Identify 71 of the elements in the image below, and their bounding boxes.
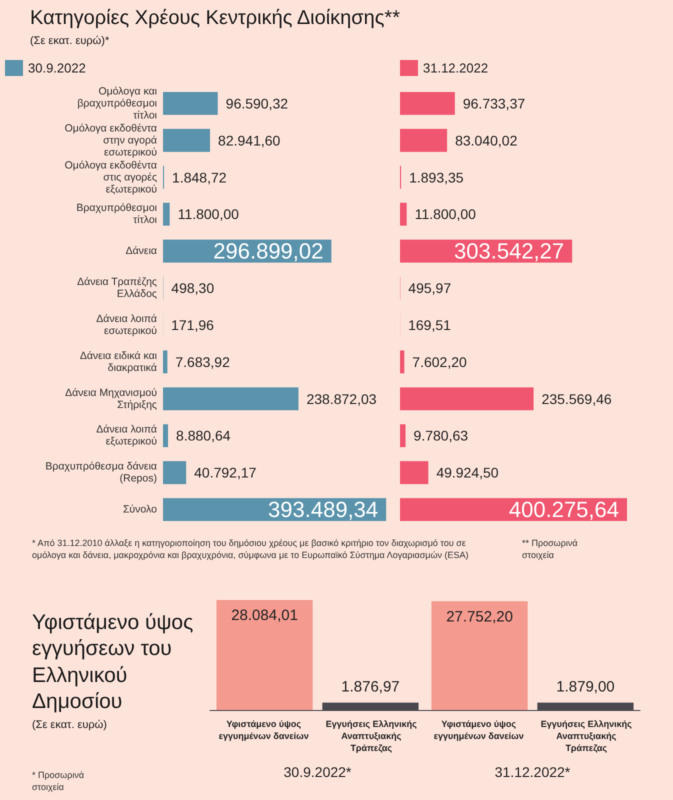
data-label: 28.084,01	[231, 607, 298, 624]
y-tick-label: Ομόλογα εκδοθέντα στην αγορά εσωτερικού	[64, 122, 158, 158]
y-tick-label: Δάνεια	[126, 245, 157, 258]
x-tick-label: 30.9.2022*	[284, 764, 352, 780]
text: ** Προσωρινά στοιχεία	[522, 538, 579, 562]
y-tick-label: Βραχυπρόθεσμοι τίτλοι	[76, 202, 158, 226]
bar	[163, 92, 218, 115]
data-label: 96.733,37	[462, 95, 526, 112]
bar	[400, 202, 407, 226]
data-label: 11.800,00	[414, 206, 476, 222]
data-label: 11.800,00	[178, 206, 240, 222]
y-tick-label: Δάνεια λοιπά εξωτερικού	[96, 424, 158, 448]
legend-label: 31.12.2022	[423, 60, 488, 76]
data-label: 171,96	[171, 316, 214, 333]
data-label: 296.899,02	[213, 238, 324, 264]
text: Εγγυήσεις Ελληνικής Αναπτυξιακής Τράπεζας	[540, 719, 632, 753]
y-tick-label: Δάνεια λοιπά εσωτερικού	[96, 312, 158, 337]
data-label: 83.040,02	[455, 132, 518, 148]
bar	[400, 424, 406, 448]
data-label: 303.542,27	[454, 238, 564, 264]
bar	[163, 350, 168, 374]
bar	[400, 461, 428, 484]
data-label: 7.683,92	[175, 354, 230, 370]
y-tick-label: Σύνολο	[122, 504, 158, 516]
text: Υφιστάμενο ύψος εγγυημένων δανείων	[434, 719, 524, 741]
series-label: Εγγυήσεις Ελληνικής Αναπτυξιακής Τράπεζας	[326, 719, 418, 753]
y-tick-label: Βραχυπρόθεσμα δάνεια (Repos)	[45, 460, 157, 485]
bar	[400, 350, 404, 374]
data-label: 1.848,72	[172, 169, 227, 186]
y-tick-label: Δάνεια Μηχανισμού Στήριξης	[65, 386, 158, 411]
y-tick-label: Δάνεια Τραπέζης Ελλάδος	[77, 276, 157, 300]
bar	[163, 387, 298, 410]
bar	[216, 600, 313, 710]
data-label: 27.752,20	[446, 608, 513, 626]
bar	[163, 128, 210, 152]
data-label: 400.275,64	[508, 497, 619, 522]
data-label: 49.924,50	[436, 464, 499, 481]
text: * Προσωρινά στοιχεία	[32, 770, 86, 794]
data-label: 1.893,35	[409, 169, 464, 186]
data-label: 7.602,20	[412, 354, 468, 370]
data-label: 8.880,64	[176, 428, 231, 444]
chart-title: Κατηγορίες Χρέους Κεντρικής Διοίκησης**	[30, 7, 400, 29]
data-label: 235.569,46	[542, 390, 612, 407]
data-label: 495,97	[408, 280, 452, 296]
bar	[163, 202, 170, 226]
data-label: 40.792,17	[194, 464, 257, 481]
text: * Από 31.12.2010 άλλαξε η κατηγοριοποίηση του δημόσιου χρέους με βασικό κριτήριο τον διαχωρισμό του σε ομόλογα και δάνεια, μακροχρόνια και βραχυχρόνια, σύμφωνα με το Ευρωπαϊκό Σύστημα Λογαριασμών (ESA)	[32, 538, 470, 562]
data-label: 1.879,00	[556, 678, 615, 696]
bar	[400, 387, 534, 410]
data-label: 498,30	[171, 280, 214, 296]
data-label: 393.489,34	[268, 497, 378, 522]
y-tick-label: Δάνεια ειδικά και διακρατικά	[80, 350, 158, 374]
data-label: 96.590,32	[226, 95, 288, 112]
data-label: 169,51	[408, 316, 452, 333]
data-label: 238.872,03	[306, 390, 377, 407]
bar	[163, 461, 186, 484]
bar	[400, 92, 455, 115]
text: Υφιστάμενο ύψος εγγυήσεων του Ελληνικού Δημοσίου	[32, 611, 194, 713]
y-axis-title: (Σε εκατ. ευρώ)	[32, 719, 108, 731]
series-label: Υφιστάμενο ύψος εγγυημένων δανείων	[218, 719, 309, 741]
bar	[400, 128, 448, 152]
legend-label: 30.9.2022	[28, 60, 86, 76]
data-label: 1.876,97	[341, 678, 400, 696]
data-label: 82.941,60	[218, 132, 281, 148]
data-label: 9.780,63	[414, 428, 468, 444]
y-tick-label: Ομόλογα και βραχυπρόθεσμοι τίτλοι	[77, 85, 158, 122]
bar	[163, 424, 168, 448]
x-tick-label: 31.12.2022*	[494, 764, 571, 780]
bar	[431, 601, 528, 710]
y-tick-label: Ομόλογα εκδοθέντα στις αγορές εξωτερικού	[64, 159, 158, 196]
text: (Σε εκατ. ευρώ)*	[30, 35, 110, 47]
